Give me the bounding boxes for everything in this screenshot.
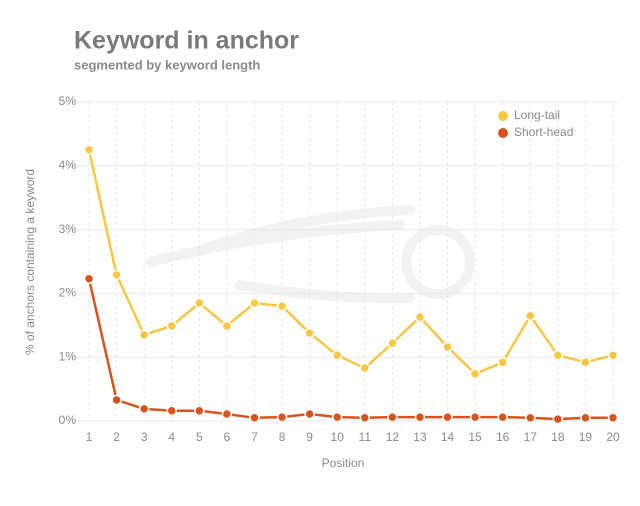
x-tick-label: 19 xyxy=(579,430,593,444)
data-point xyxy=(607,412,619,424)
x-tick-label: 10 xyxy=(331,430,345,444)
legend-label: Short-head xyxy=(514,125,573,139)
data-point xyxy=(304,408,315,420)
x-tick-label: 20 xyxy=(606,430,620,444)
x-tick-label: 16 xyxy=(496,430,510,444)
data-point xyxy=(83,273,95,284)
data-point xyxy=(249,412,260,424)
data-point xyxy=(552,413,564,425)
x-tick-label: 17 xyxy=(524,430,538,444)
x-tick-label: 15 xyxy=(468,430,482,444)
data-point xyxy=(304,327,315,339)
data-point xyxy=(359,362,371,374)
y-tick-label: 1% xyxy=(59,349,77,363)
data-point xyxy=(580,412,591,424)
data-point xyxy=(414,311,426,323)
y-tick-label: 4% xyxy=(59,158,77,172)
data-point xyxy=(525,310,536,321)
data-point xyxy=(166,320,177,332)
data-point xyxy=(276,300,288,312)
x-tick-label: 14 xyxy=(441,430,455,444)
x-tick-label: 13 xyxy=(413,430,427,444)
data-point xyxy=(469,411,481,423)
legend-marker xyxy=(498,128,508,138)
data-point xyxy=(497,357,508,368)
data-point xyxy=(249,297,260,309)
legend-marker xyxy=(498,111,508,121)
data-point xyxy=(414,411,426,423)
data-point xyxy=(111,394,122,406)
data-point xyxy=(83,144,95,156)
data-point xyxy=(194,405,205,417)
series-line xyxy=(87,149,614,376)
x-tick-label: 6 xyxy=(224,430,231,444)
data-point xyxy=(138,403,150,415)
legend-label: Long-tail xyxy=(514,108,560,122)
y-tick-label: 3% xyxy=(59,222,77,236)
x-tick-label: 3 xyxy=(141,430,148,444)
data-point xyxy=(552,350,564,361)
data-point xyxy=(387,337,398,349)
data-point xyxy=(221,320,233,332)
data-point xyxy=(166,405,177,417)
x-tick-label: 4 xyxy=(168,430,175,444)
data-point xyxy=(469,368,481,380)
chart-title: Keyword in anchor xyxy=(74,27,299,55)
y-tick-label: 2% xyxy=(59,286,77,300)
data-point xyxy=(359,412,371,424)
y-axis-label: % of anchors containing a keyword xyxy=(23,169,37,355)
data-point xyxy=(276,411,288,423)
x-tick-label: 2 xyxy=(113,430,120,444)
x-tick-label: 1 xyxy=(86,430,93,444)
data-point xyxy=(111,269,122,281)
y-tick-label: 0% xyxy=(59,413,77,427)
x-axis-label: Position xyxy=(322,456,365,470)
data-point xyxy=(138,329,150,341)
x-tick-label: 5 xyxy=(196,430,203,444)
data-point xyxy=(387,411,398,423)
data-point xyxy=(442,411,453,423)
y-tick-label: 5% xyxy=(59,94,77,108)
data-point xyxy=(442,341,453,353)
x-tick-label: 18 xyxy=(551,430,565,444)
data-point xyxy=(580,357,591,368)
x-tick-label: 7 xyxy=(251,430,258,444)
data-point xyxy=(221,408,233,420)
data-point xyxy=(607,350,619,361)
x-tick-label: 12 xyxy=(386,430,400,444)
x-tick-label: 11 xyxy=(359,430,372,444)
data-point xyxy=(331,350,343,361)
x-tick-label: 9 xyxy=(306,430,313,444)
chart-subtitle: segmented by keyword length xyxy=(74,57,260,72)
data-point xyxy=(497,411,508,423)
data-point xyxy=(525,412,536,424)
data-point xyxy=(194,297,205,309)
x-tick-label: 8 xyxy=(279,430,286,444)
data-point xyxy=(331,411,343,423)
